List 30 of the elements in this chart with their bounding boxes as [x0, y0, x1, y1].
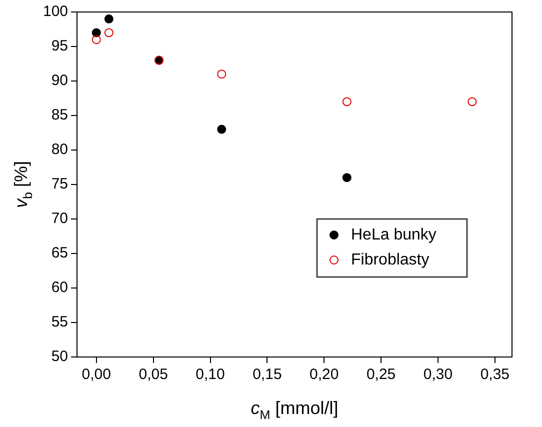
y-axis-title: vb [%]	[10, 160, 35, 208]
x-tick-label: 0,10	[196, 366, 225, 384]
y-tick-label: 65	[51, 244, 68, 262]
x-tick-label: 0,00	[82, 366, 111, 384]
y-tick-label: 75	[51, 176, 68, 193]
y-tick-label: 50	[51, 348, 68, 366]
x-tick-label: 0,25	[366, 366, 396, 384]
y-tick-label: 100	[42, 3, 68, 20]
legend-label: HeLa bunky	[351, 226, 436, 244]
point	[468, 97, 477, 106]
y-tick-label: 80	[51, 141, 68, 158]
y-tick-label: 90	[51, 72, 68, 90]
point	[92, 35, 101, 44]
point	[217, 124, 226, 134]
x-tick-label: 0,20	[310, 366, 339, 384]
x-tick-label: 0,35	[480, 366, 510, 384]
point	[104, 28, 114, 38]
y-tick-label: 55	[51, 314, 68, 331]
y-tick-label: 70	[51, 210, 68, 228]
y-tick-label: 85	[51, 106, 68, 124]
x-tick-label: 0,15	[252, 366, 282, 384]
x-tick-label: 0,30	[423, 366, 453, 384]
point	[342, 97, 352, 106]
point	[217, 70, 226, 79]
y-tick-label: 95	[51, 38, 68, 55]
point	[342, 173, 352, 182]
legend-label: Fibroblasty	[351, 251, 430, 268]
x-tick-label: 0,05	[138, 366, 168, 384]
y-tick-label: 60	[51, 279, 68, 296]
point	[104, 14, 114, 24]
